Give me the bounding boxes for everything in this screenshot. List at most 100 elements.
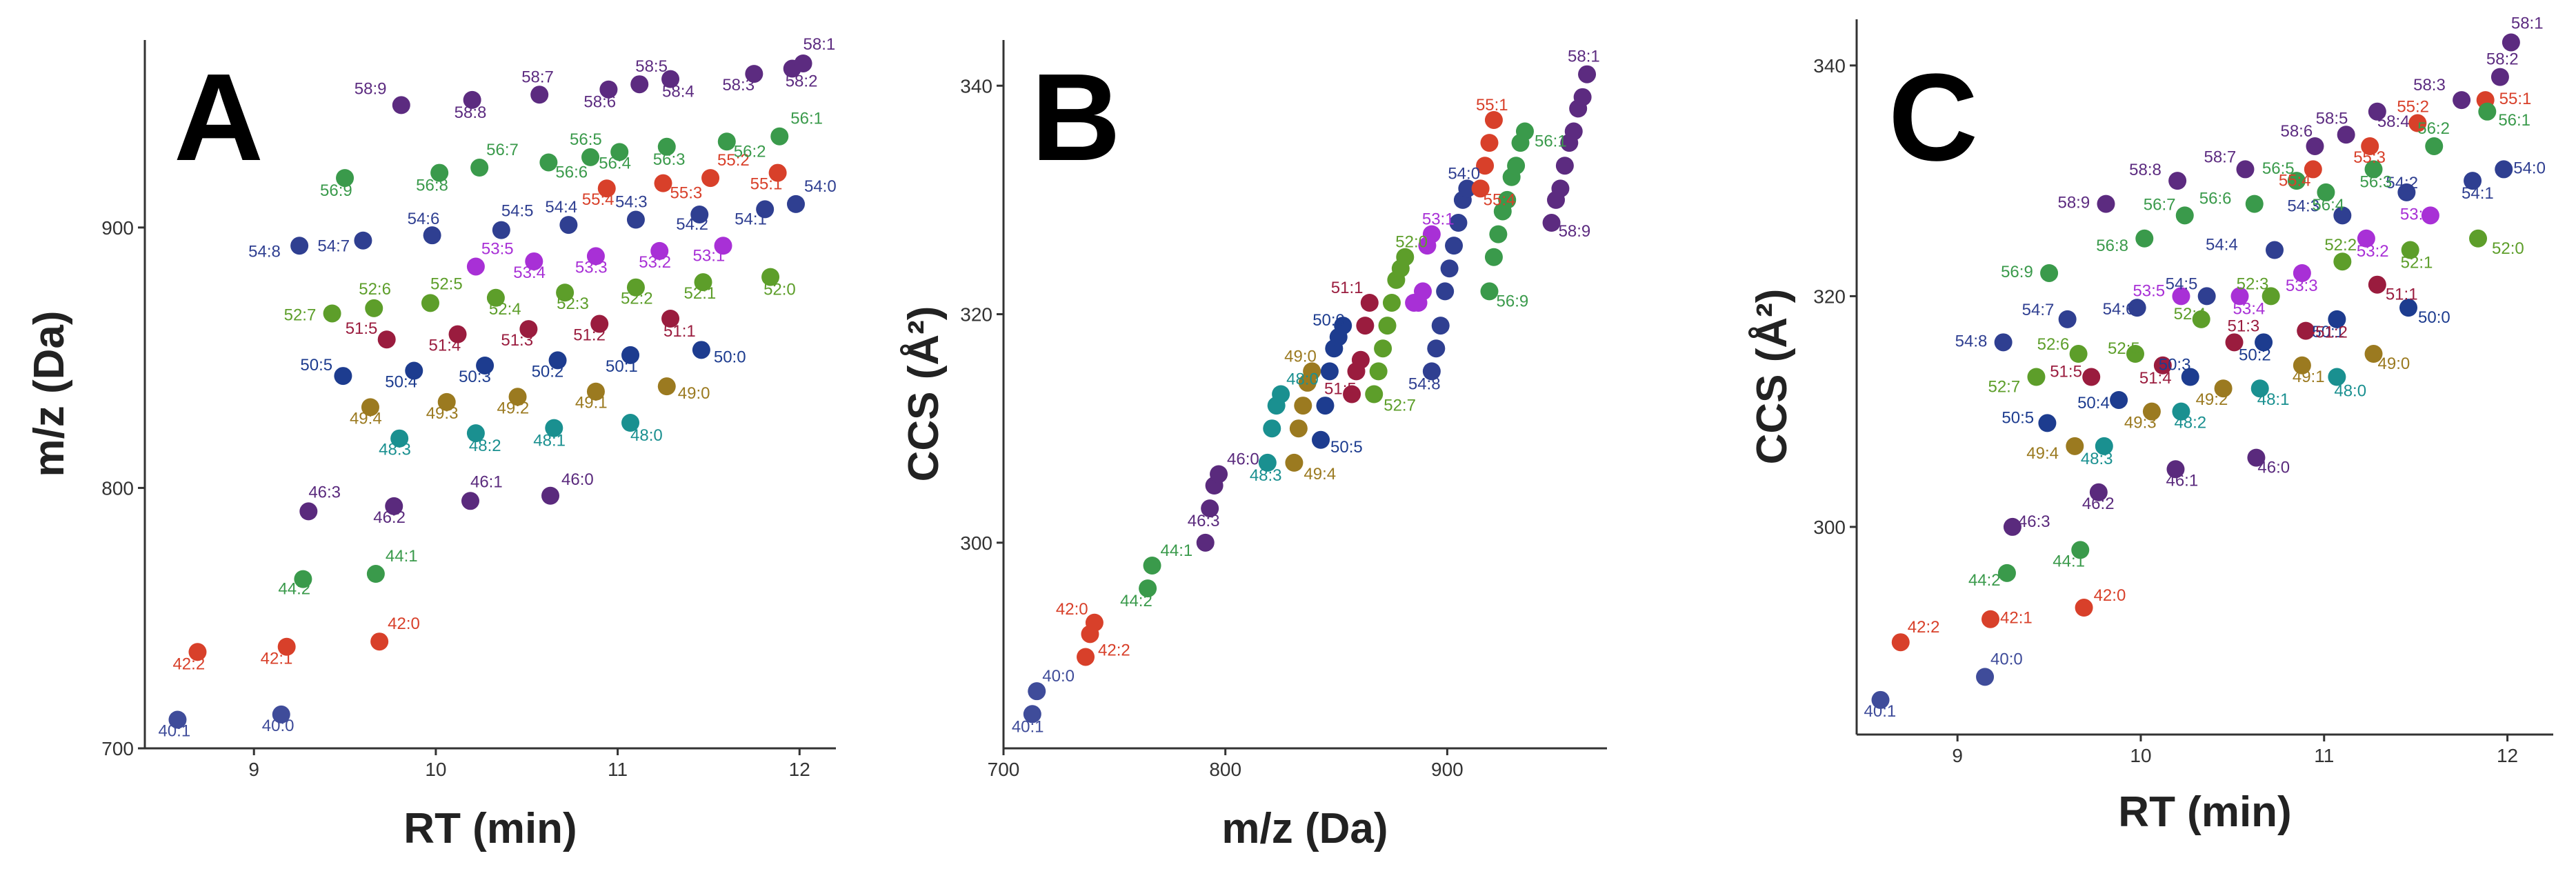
panel-a-point-46-1 (461, 492, 479, 510)
panel-c-point-label: 53:5 (2133, 281, 2165, 300)
panel-a-point-52-4 (486, 288, 505, 307)
panel-a-point-label: 48:1 (533, 432, 566, 450)
panel-a-point-52-2 (626, 278, 645, 297)
panel-a-y-tick-label: 900 (101, 217, 134, 239)
panel-c-point-53-2 (2357, 229, 2375, 248)
panel-c-point-label: 56:1 (2498, 111, 2530, 130)
panel-a-point-label: 50:2 (532, 362, 564, 381)
panel-b-point-52-0 (1396, 248, 1415, 266)
panel-a-point-label: 52:2 (621, 290, 653, 308)
panel-c-point-56-8 (2135, 229, 2154, 248)
panel-a-point-51-1 (661, 310, 680, 328)
panel-a-points: 40:1 40:0 42:2 42:1 42:0 44:2 44:1 46:3 46:2 46:1… (158, 35, 836, 740)
panel-a-point-label: 52:4 (489, 300, 521, 319)
panel-c-point-label: 52:5 (2108, 339, 2140, 358)
panel-c-x-tick-label: 11 (2314, 745, 2334, 766)
panel-b-point-48-0 (1272, 385, 1290, 403)
panel-c-point-label: 55:1 (2499, 90, 2532, 108)
panel-c-point-52-1 (2401, 241, 2419, 259)
panel-b-point-55-4 (1471, 179, 1490, 198)
panel-b-point-58-7 (1551, 179, 1570, 198)
panel-c-point-label: 54:1 (2462, 184, 2494, 203)
panel-b-point-50-5 (1312, 430, 1330, 449)
panel-c-point-46-2 (2089, 483, 2108, 501)
panel-b-point-label: 42:2 (1098, 641, 1130, 659)
panel-a-point-53-1 (714, 237, 732, 255)
panel-a-point-label: 56:6 (555, 163, 588, 181)
panel-a-point-label: 48:3 (379, 441, 411, 459)
panel-a-point-58-3 (745, 65, 763, 83)
panel-a-point-label: 52:0 (763, 281, 796, 299)
panel-b-point-50-3 (1320, 362, 1339, 381)
panel-a-point-51-2 (590, 315, 609, 333)
panel-c-point-label: 50:4 (2077, 394, 2110, 412)
panel-c-point-50-5 (2038, 414, 2057, 432)
panel-c-point-label: 49:0 (2378, 355, 2410, 373)
panel-b-point-label: 55:4 (1484, 190, 1516, 209)
panel-b-point-55-1 (1484, 110, 1503, 129)
panel-c-point-label: 54:2 (2386, 174, 2418, 192)
panel-c-point-58-7 (2236, 160, 2255, 179)
panel-a-point-54-3 (626, 210, 645, 229)
panel-c-point-label: 52:3 (2237, 275, 2269, 293)
panel-c-point-label: 42:1 (2000, 609, 2033, 628)
panel-c-point-label: 58:6 (2280, 122, 2313, 141)
panel-c-point-53-3 (2293, 263, 2311, 282)
panel-a-point-label: 54:8 (248, 242, 281, 261)
panel-c-letter: C (1888, 48, 1978, 187)
panel-b-point-label: 48:0 (1286, 370, 1319, 389)
panel-a-point-48-0 (621, 414, 640, 432)
panel-b-point-label: 46:0 (1227, 450, 1259, 468)
panel-a-point-50-4 (405, 361, 423, 380)
panel-c-point-44-2 (1997, 563, 2016, 582)
panel-a-point-58-1 (794, 54, 812, 72)
panel-c-point-51-3 (2225, 333, 2244, 352)
panel-a-point-55-1 (768, 163, 787, 182)
panel-a-point-label: 55:2 (717, 151, 750, 170)
panel-c-point-label: 50:1 (2312, 323, 2344, 341)
panel-a-point-54-2 (690, 205, 709, 223)
panel-c-axes: 9 10 11 12 300 320 340 (1813, 19, 2553, 766)
panel-b-point-58-9 (1542, 214, 1561, 232)
panel-a-point-label: 53:2 (639, 253, 671, 272)
panel-b-point-label: 51:5 (1324, 380, 1357, 399)
panel-c-point-54-5 (2197, 287, 2216, 306)
panel-a-y-axis-title: m/z (Da) (26, 310, 73, 477)
panel-b-x-axis-title: m/z (Da) (1221, 805, 1388, 852)
panel-c-point-55-4 (2304, 160, 2322, 179)
panel-b-point-56-3 (1507, 157, 1526, 175)
panel-a-point-label: 53:1 (693, 246, 726, 265)
panel-a-point-label: 54:4 (545, 198, 577, 217)
panel-c-point-label: 52:4 (2174, 305, 2206, 323)
panel-a-point-51-4 (448, 325, 467, 343)
panel-c-point-label: 49:1 (2293, 368, 2325, 386)
panel-a-point-50-1 (621, 346, 640, 364)
panel-c-point-label: 56:5 (2262, 159, 2295, 178)
panel-a-point-46-0 (541, 486, 560, 505)
panel-c-point-label: 52:1 (2401, 254, 2433, 272)
panel-a-point-label: 55:1 (750, 175, 783, 194)
panel-b-point-52-5 (1374, 339, 1392, 358)
panel-a-point-42-2 (188, 643, 207, 661)
panel-a-point-label: 46:3 (308, 483, 341, 501)
panel-a-point-42-1 (277, 637, 296, 656)
panel-c-point-label: 46:3 (2018, 512, 2050, 531)
panel-c-point-48-3 (2095, 437, 2113, 455)
panel-c-point-48-2 (2172, 402, 2190, 421)
panel-c-point-label: 51:2 (2315, 323, 2348, 342)
panel-c-point-label: 50:5 (2001, 408, 2034, 427)
panel-c-point-label: 50:3 (2159, 356, 2191, 375)
panel-b-point-51-5 (1343, 385, 1361, 403)
panel-a-point-44-1 (366, 565, 385, 583)
panel-a-point-label: 56:5 (570, 130, 602, 149)
panel-a-point-label: 50:5 (300, 356, 332, 375)
panel-c-point-label: 54:7 (2022, 301, 2055, 319)
panel-a-point-51-5 (377, 330, 396, 349)
panel-c-point-label: 54:4 (2206, 236, 2238, 255)
panel-c-point-label: 51:4 (2139, 369, 2172, 388)
panel-a-point-58-7 (530, 86, 549, 104)
panel-b-point-54-2 (1449, 214, 1468, 232)
panel-b-point-44-1 (1143, 556, 1161, 575)
panel-b-point-48-2 (1263, 419, 1281, 438)
panel-a-point-52-0 (761, 268, 780, 286)
